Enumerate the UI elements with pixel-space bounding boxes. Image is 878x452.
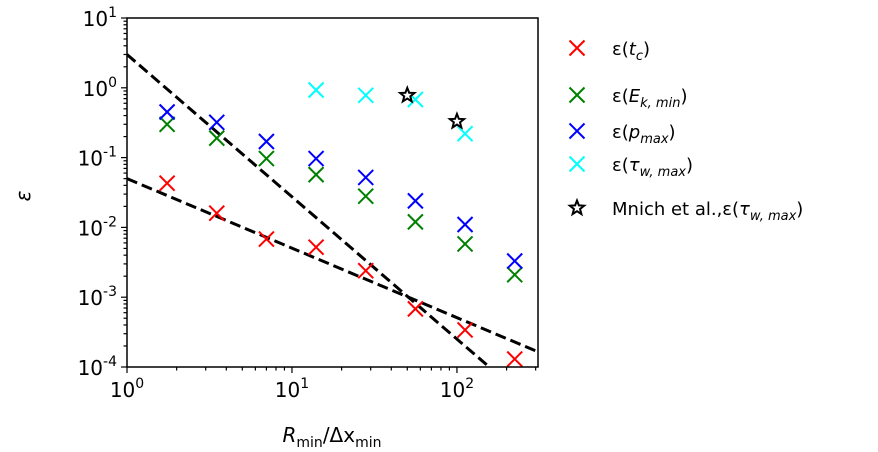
marker-series-3-point-2 (208, 114, 225, 131)
x-tick-label: 101 (275, 376, 309, 402)
marker-series-3-point-8 (506, 252, 523, 270)
marker-series-3-point-1 (158, 103, 176, 121)
marker-series-1-point-2 (208, 204, 225, 222)
legend-marker-4 (568, 155, 586, 173)
y-tick-label: 10-4 (78, 354, 118, 380)
legend: ε(tc) ε(Ek, min) ε(pmax) ε(τw, max) Mnich et… (567, 39, 803, 224)
marker-series-1-point-7 (456, 321, 474, 339)
marker-series-2-point-5 (357, 187, 374, 205)
legend-label-2: ε(Ek, min) (612, 86, 687, 111)
marker-series-1-point-8 (506, 350, 523, 368)
marker-series-2-point-8 (506, 266, 523, 283)
fit-line-2 (127, 177, 538, 354)
y-tick-label: 10-2 (78, 214, 117, 240)
marker-series-3-point-3 (258, 133, 275, 150)
legend-label-3: ε(pmax) (612, 122, 676, 147)
marker-series-2-point-3 (258, 150, 275, 167)
marker-series-5-point-2 (447, 111, 467, 130)
marker-series-2-point-1 (158, 116, 176, 133)
marker-series-2-point-7 (456, 235, 474, 253)
marker-series-3-point-6 (407, 192, 424, 210)
marker-series-5-point-1 (397, 85, 418, 104)
marker-series-1-point-5 (357, 262, 374, 279)
x-axis-label: Rmin/Δxmin (283, 423, 382, 451)
marker-series-1-point-3 (258, 230, 275, 248)
marker-series-1-point-6 (407, 300, 424, 318)
legend-label-5: Mnich et al.,ε(τw, max) (612, 199, 803, 224)
marker-series-2-point-2 (208, 129, 225, 147)
marker-series-1-point-4 (307, 239, 325, 256)
y-tick-label: 101 (83, 5, 117, 31)
legend-marker-2 (568, 86, 586, 104)
y-tick-label: 10-3 (78, 284, 117, 310)
marker-series-4-point-2 (357, 87, 374, 104)
marker-series-4-point-4 (456, 125, 474, 142)
legend-marker-3 (568, 122, 586, 140)
marker-series-4-point-1 (307, 81, 325, 99)
marker-series-3-point-7 (456, 216, 474, 233)
fit-lines (127, 53, 538, 367)
plot-frame (126, 17, 539, 368)
marker-series-2-point-6 (407, 213, 424, 231)
marker-series-1-point-1 (158, 174, 176, 192)
legend-label-1: ε(tc) (612, 39, 650, 64)
marker-series-3-point-4 (307, 150, 325, 167)
x-tick-label: 102 (440, 376, 474, 402)
marker-series-2-point-4 (307, 166, 325, 183)
marker-series-3-point-5 (357, 169, 374, 186)
x-axis: 100 101 102 (110, 367, 537, 402)
y-axis-label: ε (11, 190, 35, 201)
y-axis: 101 100 10-1 10-2 10-3 10-4 (78, 5, 127, 380)
y-tick-label: 10-1 (78, 145, 117, 171)
legend-label-4: ε(τw, max) (612, 155, 693, 180)
fit-line-1 (127, 53, 492, 367)
legend-marker-1 (568, 39, 586, 57)
y-tick-label: 100 (83, 75, 117, 101)
x-tick-label: 100 (110, 376, 144, 402)
data-markers (158, 81, 523, 368)
legend-marker-5 (567, 197, 587, 217)
